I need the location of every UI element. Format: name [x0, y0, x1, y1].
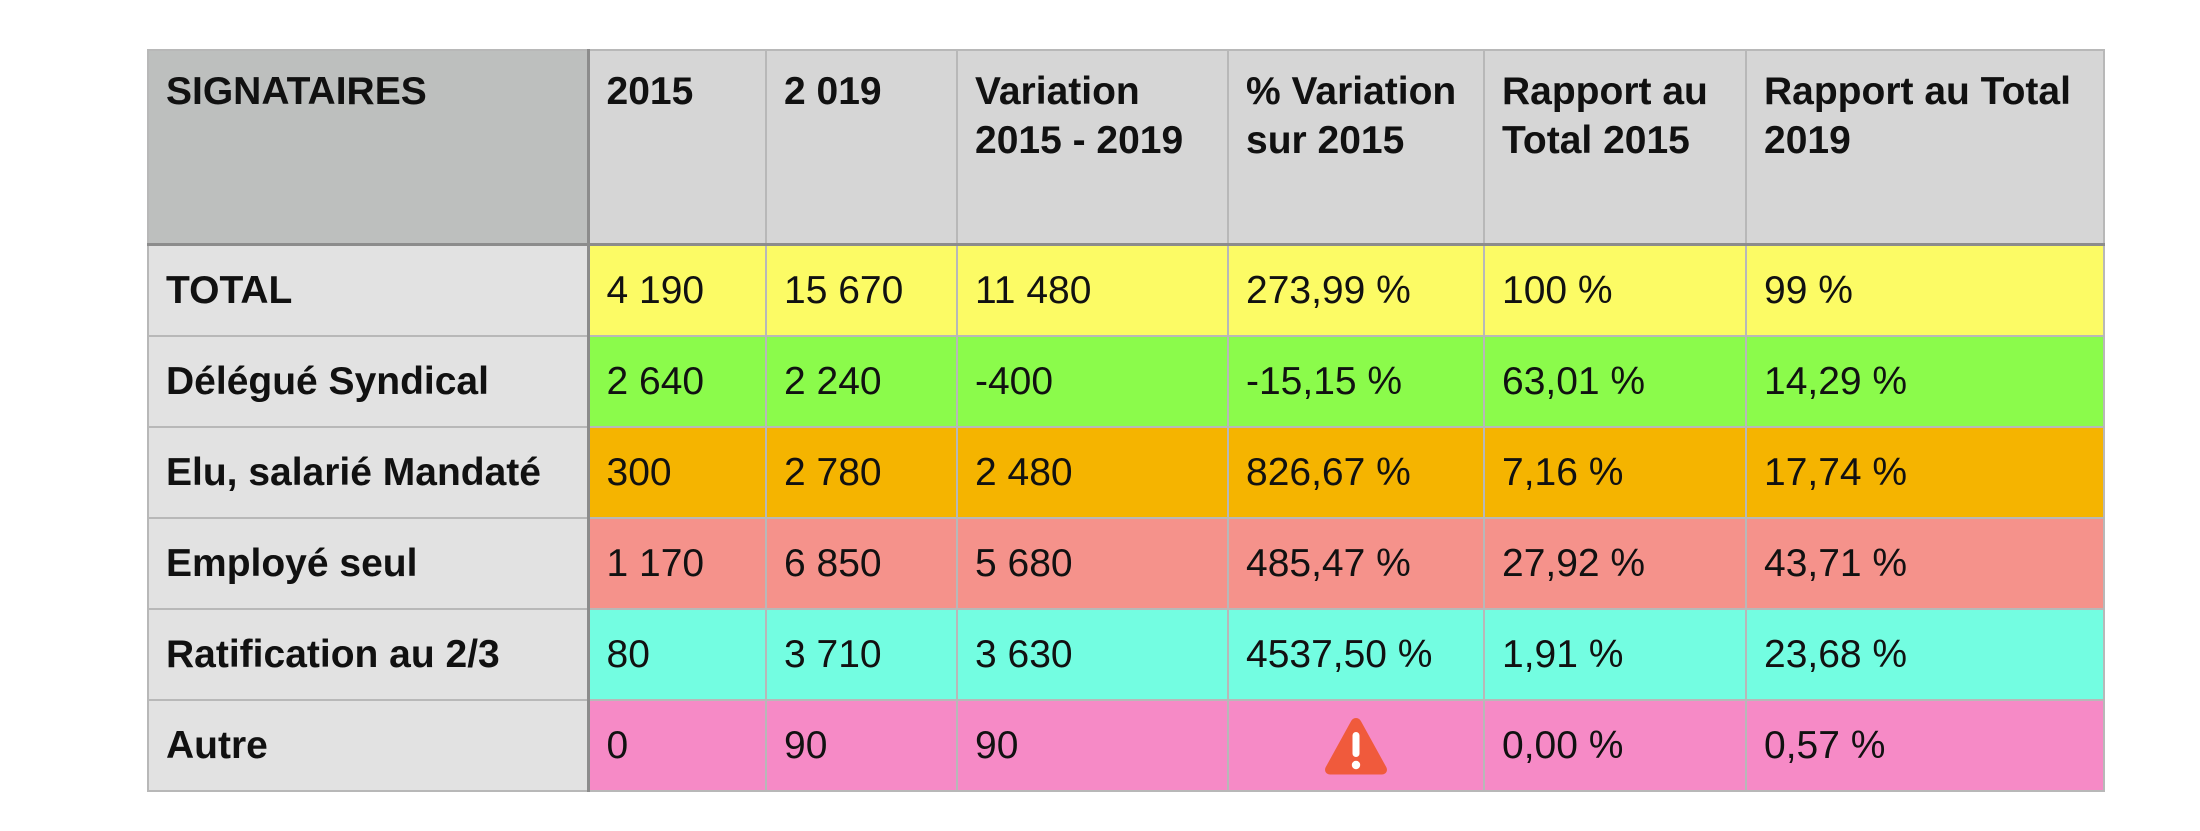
cell-rapport-2015[interactable]: 1,91 % [1483, 608, 1747, 701]
cell-rapport-2015[interactable]: 0,00 % [1483, 699, 1747, 792]
warning-bar [1352, 731, 1360, 757]
cell-percent-variation[interactable]: 485,47 % [1227, 517, 1485, 610]
header-rapport-2019[interactable]: Rapport au Total 2019 [1745, 49, 2105, 246]
warning-icon[interactable] [1323, 716, 1389, 776]
table-row-total: TOTAL 4 190 15 670 11 480 273,99 % 100 %… [147, 243, 2105, 337]
cell-percent-variation[interactable]: 4537,50 % [1227, 608, 1485, 701]
warning-dot [1351, 760, 1361, 769]
cell-rapport-2015[interactable]: 63,01 % [1483, 335, 1747, 428]
cell-2019[interactable]: 3 710 [765, 608, 958, 701]
cell-percent-variation[interactable]: -15,15 % [1227, 335, 1485, 428]
table-row-employe-seul: Employé seul 1 170 6 850 5 680 485,47 % … [147, 517, 2105, 610]
cell-rapport-2015[interactable]: 100 % [1483, 243, 1747, 337]
table-body: TOTAL 4 190 15 670 11 480 273,99 % 100 %… [147, 243, 2105, 792]
cell-rapport-2015[interactable]: 27,92 % [1483, 517, 1747, 610]
header-2019[interactable]: 2 019 [765, 49, 958, 246]
cell-rapport-2019[interactable]: 14,29 % [1745, 335, 2105, 428]
row-label[interactable]: Ratification au 2/3 [147, 608, 590, 701]
cell-rapport-2019[interactable]: 17,74 % [1745, 426, 2105, 519]
cell-2019[interactable]: 6 850 [765, 517, 958, 610]
header-percent-variation[interactable]: % Variation sur 2015 [1227, 49, 1485, 246]
cell-2015[interactable]: 300 [587, 426, 767, 519]
cell-percent-variation[interactable]: 273,99 % [1227, 243, 1485, 337]
header-row: SIGNATAIRES 2015 2 019 Variation 2015 - … [147, 49, 2105, 246]
row-label[interactable]: Employé seul [147, 517, 590, 610]
cell-rapport-2019[interactable]: 0,57 % [1745, 699, 2105, 792]
cell-percent-variation[interactable]: 826,67 % [1227, 426, 1485, 519]
table-row-autre: Autre 0 90 90 0,00 % 0,57 % [147, 699, 2105, 792]
cell-2019[interactable]: 15 670 [765, 243, 958, 337]
cell-variation[interactable]: 2 480 [956, 426, 1229, 519]
row-label[interactable]: TOTAL [147, 243, 590, 337]
row-label[interactable]: Autre [147, 699, 590, 792]
signataires-table: SIGNATAIRES 2015 2 019 Variation 2015 - … [147, 49, 2105, 792]
row-label[interactable]: Elu, salarié Mandaté [147, 426, 590, 519]
cell-variation[interactable]: 11 480 [956, 243, 1229, 337]
cell-2015[interactable]: 1 170 [587, 517, 767, 610]
cell-2019[interactable]: 90 [765, 699, 958, 792]
cell-rapport-2019[interactable]: 43,71 % [1745, 517, 2105, 610]
cell-variation[interactable]: 5 680 [956, 517, 1229, 610]
header-variation[interactable]: Variation 2015 - 2019 [956, 49, 1229, 246]
table-container: SIGNATAIRES 2015 2 019 Variation 2015 - … [147, 49, 2105, 792]
header-rapport-2015[interactable]: Rapport au Total 2015 [1483, 49, 1747, 246]
cell-2015[interactable]: 0 [587, 699, 767, 792]
cell-variation[interactable]: -400 [956, 335, 1229, 428]
cell-2019[interactable]: 2 240 [765, 335, 958, 428]
cell-percent-variation-warning[interactable] [1227, 699, 1485, 792]
cell-rapport-2019[interactable]: 99 % [1745, 243, 2105, 337]
cell-2015[interactable]: 2 640 [587, 335, 767, 428]
cell-variation[interactable]: 3 630 [956, 608, 1229, 701]
cell-rapport-2015[interactable]: 7,16 % [1483, 426, 1747, 519]
cell-2015[interactable]: 4 190 [587, 243, 767, 337]
table-header: SIGNATAIRES 2015 2 019 Variation 2015 - … [147, 49, 2105, 246]
cell-2015[interactable]: 80 [587, 608, 767, 701]
row-label[interactable]: Délégué Syndical [147, 335, 590, 428]
table-row-delegue-syndical: Délégué Syndical 2 640 2 240 -400 -15,15… [147, 335, 2105, 428]
table-row-ratification: Ratification au 2/3 80 3 710 3 630 4537,… [147, 608, 2105, 701]
header-signataires[interactable]: SIGNATAIRES [147, 49, 590, 246]
cell-variation[interactable]: 90 [956, 699, 1229, 792]
cell-2019[interactable]: 2 780 [765, 426, 958, 519]
table-row-elu-salarie-mandate: Elu, salarié Mandaté 300 2 780 2 480 826… [147, 426, 2105, 519]
header-2015[interactable]: 2015 [587, 49, 767, 246]
cell-rapport-2019[interactable]: 23,68 % [1745, 608, 2105, 701]
